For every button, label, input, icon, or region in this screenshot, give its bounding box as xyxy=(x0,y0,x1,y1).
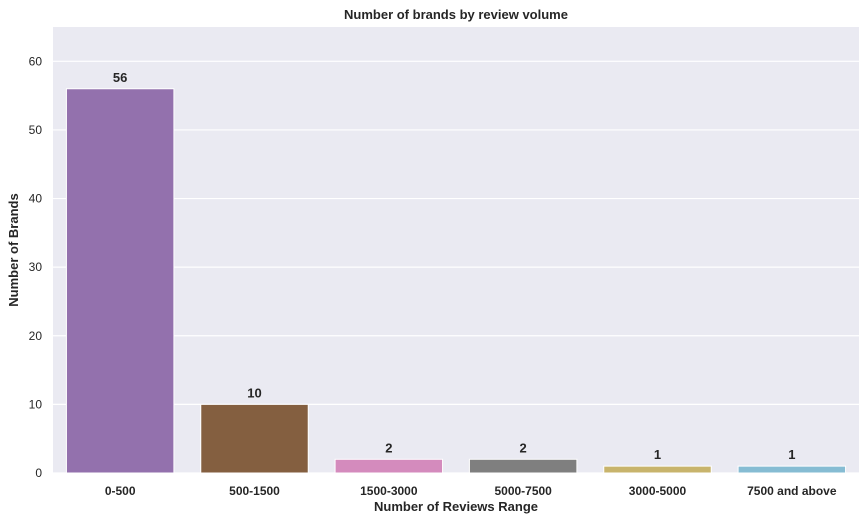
value-labels: 56 10 2 2 1 1 xyxy=(113,70,796,462)
bar-5000-7500 xyxy=(468,458,578,474)
y-tick-label: 30 xyxy=(29,260,43,274)
bar-3000-5000 xyxy=(603,465,712,474)
bar-500-1500 xyxy=(200,403,309,474)
y-tick-label: 40 xyxy=(29,192,43,206)
x-axis-ticks: 0-500 500-1500 1500-3000 5000-7500 3000-5000… xyxy=(105,484,837,498)
plot-background xyxy=(53,27,859,473)
y-tick-label: 20 xyxy=(29,329,43,343)
bar-value-label: 56 xyxy=(113,70,127,85)
x-tick-label: 0-500 xyxy=(105,484,136,498)
bar-value-label: 1 xyxy=(654,447,661,462)
x-tick-label: 7500 and above xyxy=(747,484,837,498)
bar-value-label: 1 xyxy=(788,447,795,462)
y-tick-label: 60 xyxy=(29,54,43,68)
bar-7500-and-above xyxy=(737,465,847,474)
y-axis-ticks: 0 10 20 30 40 50 60 xyxy=(29,54,43,480)
x-tick-label: 3000-5000 xyxy=(629,484,687,498)
x-tick-label: 5000-7500 xyxy=(494,484,552,498)
y-axis-label: Number of Brands xyxy=(6,193,21,306)
bar-value-label: 2 xyxy=(385,440,392,455)
x-tick-label: 1500-3000 xyxy=(360,484,418,498)
y-tick-label: 10 xyxy=(29,397,43,411)
y-tick-label: 0 xyxy=(35,466,42,480)
y-tick-label: 50 xyxy=(29,123,43,137)
x-tick-label: 500-1500 xyxy=(229,484,280,498)
bars xyxy=(65,88,847,474)
gridlines xyxy=(53,60,859,474)
bar-0-500 xyxy=(65,88,175,474)
bar-1500-3000 xyxy=(334,458,444,474)
bar-value-label: 2 xyxy=(520,440,527,455)
x-axis-label: Number of Reviews Range xyxy=(374,499,538,514)
chart-title: Number of brands by review volume xyxy=(344,7,568,22)
bar-value-label: 10 xyxy=(247,385,261,400)
